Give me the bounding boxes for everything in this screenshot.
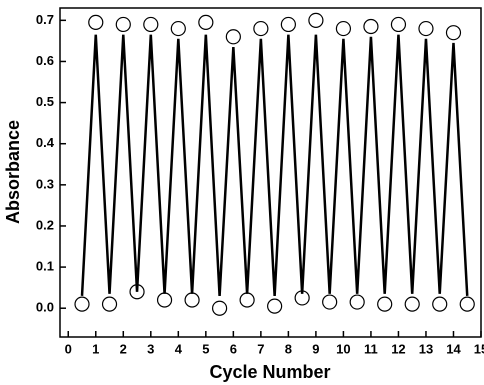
data-point [322,294,338,310]
data-point [211,300,228,316]
data-point [184,292,200,308]
y-tick-label: 0.3 [36,176,54,191]
x-tick-label: 10 [336,341,350,356]
data-point [445,25,462,41]
y-tick-label: 0.4 [36,135,55,150]
x-tick-label: 7 [257,341,264,356]
data-point [377,296,393,312]
y-tick-label: 0.5 [36,94,54,109]
x-tick-label: 8 [285,341,292,356]
y-tick-label: 0.7 [36,12,54,27]
x-tick-label: 3 [147,341,154,356]
data-point [74,296,90,312]
data-point [294,290,310,306]
data-point [432,296,448,312]
data-point [418,20,434,37]
data-point [335,20,352,37]
x-tick-label: 5 [202,341,209,356]
data-point [239,292,255,308]
data-point [459,296,475,312]
data-point [253,20,269,37]
data-point [267,298,283,314]
x-tick-label: 11 [364,341,378,356]
data-point [101,296,118,312]
y-axis-title: Absorbance [3,120,23,224]
x-tick-label: 15 [474,341,484,356]
y-tick-label: 0.1 [36,259,54,274]
x-tick-label: 14 [446,341,461,356]
data-point [308,12,324,28]
y-tick-label: 0.2 [36,217,54,232]
x-tick-label: 0 [65,341,72,356]
x-tick-label: 2 [120,341,127,356]
x-tick-label: 4 [175,341,183,356]
y-tick-label: 0.6 [36,53,54,68]
data-point [115,16,131,33]
x-tick-label: 1 [92,341,99,356]
data-point [88,14,104,30]
data-point [280,16,296,33]
data-line [80,34,469,296]
x-tick-label: 12 [391,341,405,356]
data-point [156,292,173,308]
data-point [390,16,407,33]
data-point [129,284,145,300]
plot-frame [59,7,482,338]
x-tick-label: 6 [230,341,237,356]
data-point [363,18,379,35]
data-point [170,20,186,37]
x-tick-label: 13 [419,341,433,356]
y-tick-label: 0.0 [36,300,54,315]
x-tick-label: 9 [312,341,319,356]
data-point [349,294,365,310]
data-point [225,29,241,45]
data-point [143,16,159,33]
data-point [198,14,214,30]
x-axis-title: Cycle Number [209,362,330,382]
data-point [404,296,420,312]
